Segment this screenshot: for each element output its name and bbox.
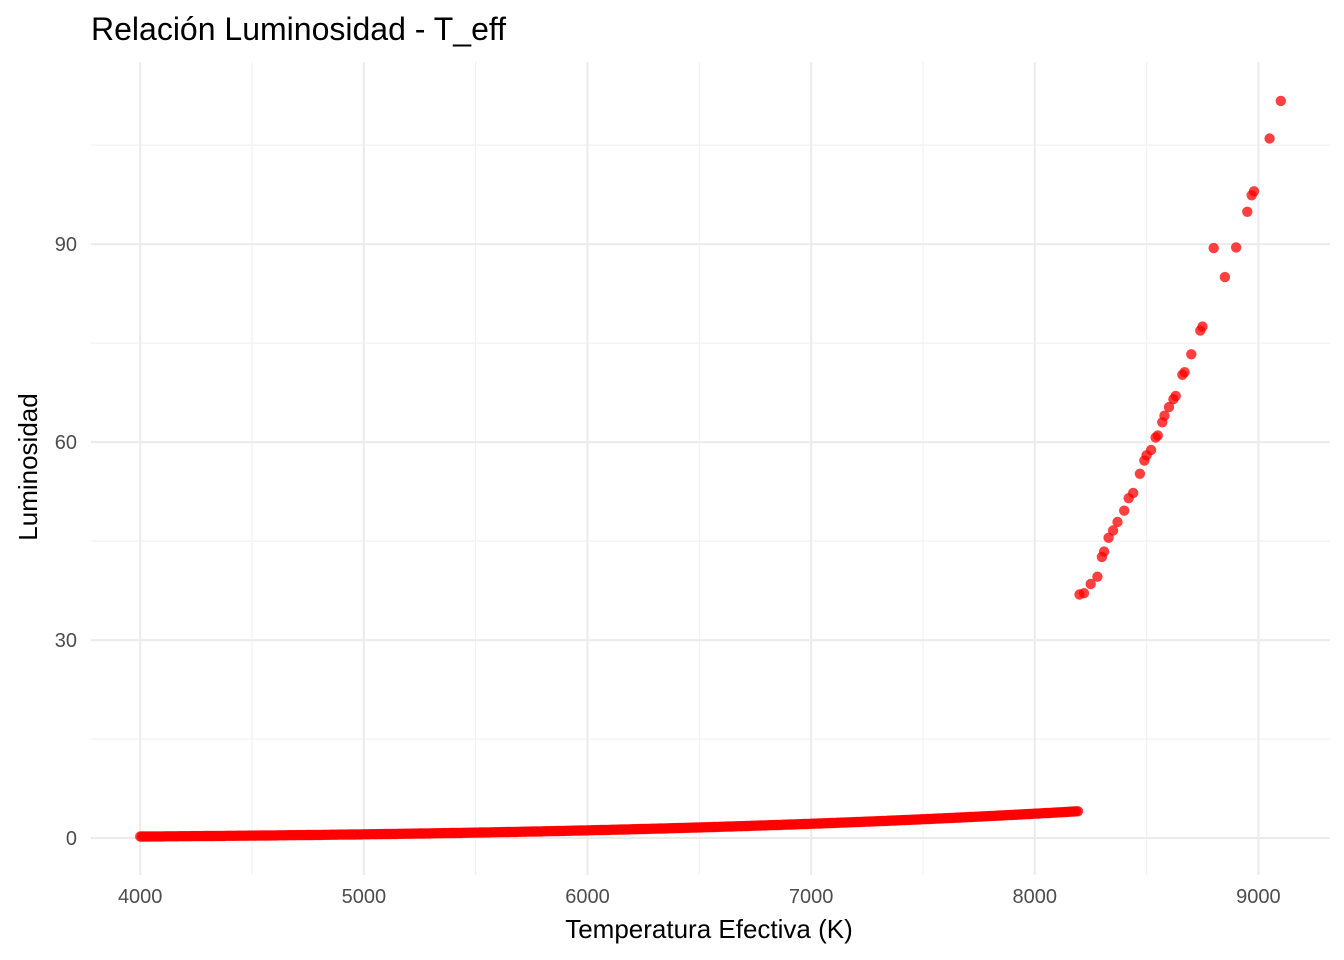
data-point	[1208, 242, 1219, 254]
data-point	[1179, 367, 1190, 378]
data-point	[1264, 133, 1275, 144]
data-point	[1098, 546, 1110, 557]
data-point	[1163, 401, 1175, 413]
data-point	[1186, 349, 1197, 360]
y-tick-labels: 0 30 60 90	[55, 234, 77, 850]
data-point	[1092, 571, 1103, 582]
data-point	[1145, 444, 1157, 456]
data-points	[135, 95, 1287, 842]
minor-gridlines	[91, 62, 1330, 875]
data-point	[1170, 390, 1181, 402]
major-gridlines	[91, 62, 1330, 875]
data-point	[1134, 468, 1146, 479]
data-point	[1078, 588, 1090, 599]
x-tick-label: 7000	[789, 886, 834, 908]
data-point	[1085, 578, 1096, 590]
y-axis-title: Luminosidad	[13, 393, 43, 540]
x-tick-label: 6000	[565, 886, 610, 908]
data-point	[1219, 271, 1231, 283]
data-point	[1152, 430, 1164, 441]
x-tick-label: 8000	[1013, 886, 1058, 908]
chart-title: Relación Luminosidad - T_eff	[91, 11, 506, 47]
data-point	[1230, 242, 1242, 253]
y-tick-label: 30	[55, 630, 77, 652]
x-tick-labels: 4000 5000 6000 7000 8000 9000	[118, 886, 1281, 908]
data-point	[1248, 186, 1260, 197]
x-tick-label: 4000	[118, 886, 163, 908]
data-point	[1159, 410, 1170, 421]
data-point	[1275, 95, 1287, 107]
y-tick-label: 60	[55, 432, 77, 454]
data-point	[1107, 525, 1119, 536]
data-point	[1119, 505, 1130, 516]
x-tick-label: 9000	[1236, 886, 1281, 908]
y-tick-label: 0	[66, 828, 77, 850]
data-point	[1072, 806, 1084, 817]
x-axis-title: Temperatura Efectiva (K)	[565, 914, 853, 944]
y-tick-label: 90	[55, 234, 77, 256]
x-tick-label: 5000	[342, 886, 387, 908]
data-point	[1128, 487, 1139, 499]
data-point	[1242, 206, 1253, 217]
data-point	[1197, 321, 1208, 332]
data-point	[1112, 516, 1123, 528]
